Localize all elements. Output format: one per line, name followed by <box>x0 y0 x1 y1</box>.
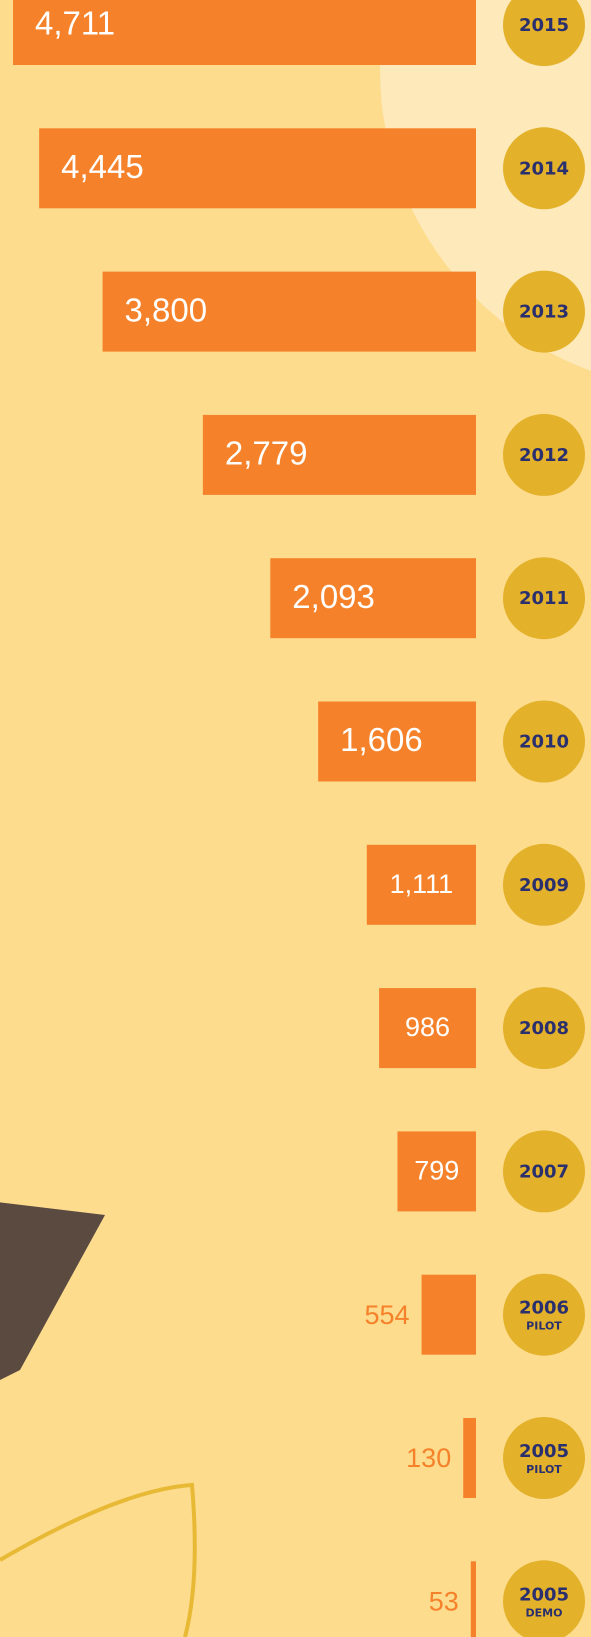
category-note: PILOT <box>526 1463 562 1476</box>
category-label: 2015 <box>519 15 569 36</box>
value-label: 53 <box>429 1586 459 1616</box>
category-label: 2011 <box>519 588 569 609</box>
bar <box>471 1561 476 1637</box>
value-label: 4,445 <box>61 148 144 185</box>
value-label: 1,606 <box>340 721 423 758</box>
category-label: 2006 <box>519 1298 569 1319</box>
bar <box>463 1418 476 1498</box>
value-label: 799 <box>414 1156 459 1186</box>
category-note: PILOT <box>526 1320 562 1333</box>
category-label: 2009 <box>519 875 569 896</box>
category-label: 2007 <box>519 1161 569 1182</box>
value-label: 3,800 <box>125 291 208 328</box>
category-label: 2008 <box>519 1018 569 1039</box>
category-label: 2005 <box>519 1584 569 1605</box>
photo-fragment <box>0 1200 105 1390</box>
value-label: 2,093 <box>292 578 375 615</box>
category-label: 2012 <box>519 445 569 466</box>
leaf-outline <box>0 1485 195 1637</box>
value-label: 986 <box>405 1012 450 1042</box>
category-note: DEMO <box>526 1606 563 1619</box>
value-label: 4,711 <box>35 5 115 42</box>
category-label: 2013 <box>519 302 569 323</box>
value-label: 2,779 <box>225 435 308 472</box>
value-label: 554 <box>364 1300 409 1330</box>
category-label: 2010 <box>519 732 569 753</box>
page: {"chart_data": {"type": "bar", "orientat… <box>0 0 591 1637</box>
chart: 4,711 2015 4,445 2014 3,800 2013 2,779 2012 2,09… <box>0 0 591 1637</box>
category-label: 2014 <box>519 158 569 179</box>
value-label: 1,111 <box>390 869 454 899</box>
category-label: 2005 <box>519 1441 569 1462</box>
value-label: 130 <box>406 1443 451 1473</box>
bar <box>422 1275 476 1355</box>
